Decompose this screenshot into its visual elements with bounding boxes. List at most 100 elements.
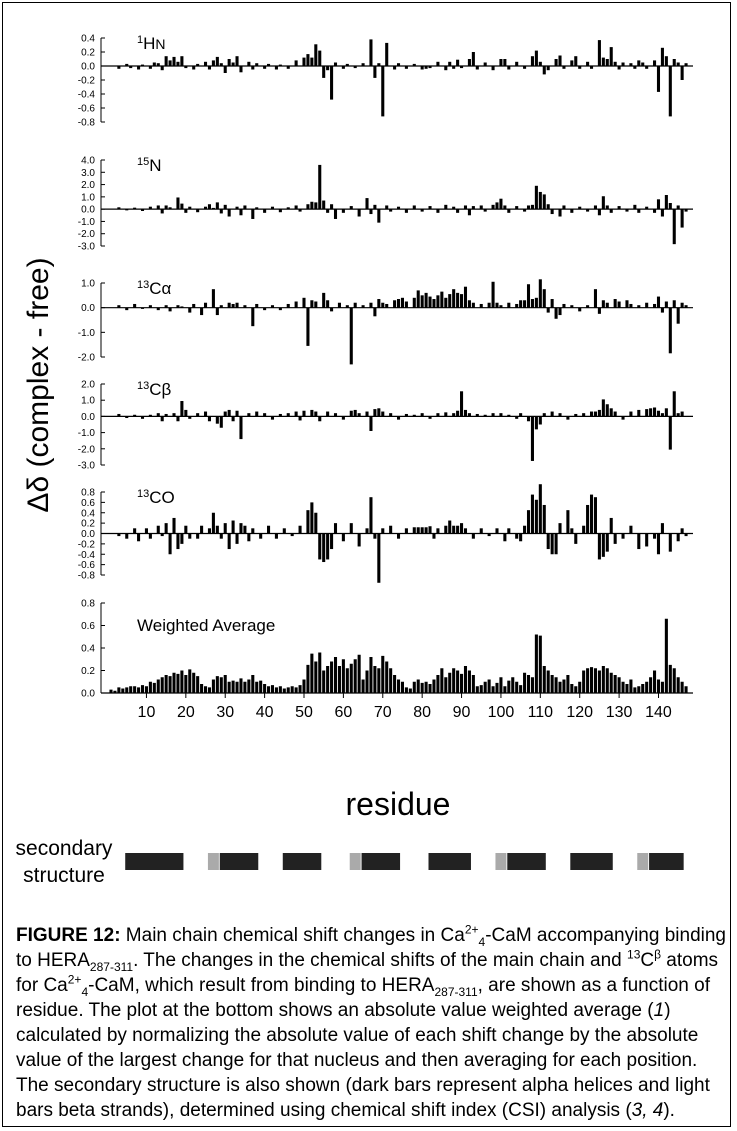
bar-CB-145 bbox=[676, 413, 680, 417]
bar-CA-69 bbox=[377, 299, 381, 308]
bar-N-100 bbox=[499, 198, 503, 210]
bar-HN-76 bbox=[404, 66, 408, 69]
bar-N-116 bbox=[562, 205, 566, 210]
caption-subscript: 4 bbox=[478, 934, 486, 949]
bar-N-19 bbox=[180, 203, 184, 210]
bar-N-54 bbox=[318, 164, 322, 210]
bar-N-145 bbox=[676, 205, 680, 210]
bar-N-5 bbox=[125, 209, 129, 211]
y-tick-label: -1.0 bbox=[78, 328, 96, 339]
y-tick-label: 1.0 bbox=[81, 192, 95, 203]
bar-WA-95 bbox=[479, 685, 483, 694]
bar-WA-139 bbox=[653, 670, 657, 693]
bar-N-46 bbox=[286, 207, 290, 210]
helix-bar bbox=[428, 853, 471, 870]
bar-WA-140 bbox=[656, 679, 661, 693]
bar-N-18 bbox=[176, 197, 180, 210]
panel-HN: 0.4 0.2 0.0 -0.2 -0.4 -0.6 -0.8 1HN bbox=[78, 34, 693, 129]
bar-HN-46 bbox=[286, 66, 290, 69]
bar-WA-108 bbox=[530, 677, 534, 693]
bar-WA-29 bbox=[219, 677, 223, 693]
secondary-structure-label-line2: structure bbox=[23, 864, 105, 887]
bar-HN-26 bbox=[207, 66, 211, 70]
bar-N-33 bbox=[235, 206, 239, 210]
bar-N-147 bbox=[684, 209, 688, 212]
bar-N-60 bbox=[341, 209, 345, 213]
bar-CO-70 bbox=[381, 528, 385, 534]
bar-CA-144 bbox=[672, 300, 676, 308]
bar-HN-90 bbox=[460, 66, 464, 69]
bar-CB-56 bbox=[326, 411, 330, 417]
bar-WA-142 bbox=[664, 618, 668, 693]
bar-HN-20 bbox=[184, 66, 188, 69]
bar-N-78 bbox=[412, 205, 416, 210]
bar-HN-29 bbox=[219, 63, 223, 66]
bar-N-141 bbox=[660, 209, 664, 217]
bar-WA-128 bbox=[609, 672, 613, 693]
bar-CO-10 bbox=[144, 528, 148, 534]
y-tick-label: 0.2 bbox=[81, 519, 95, 530]
bar-WA-60 bbox=[341, 659, 345, 693]
bar-CO-122 bbox=[586, 504, 590, 534]
bar-HN-74 bbox=[396, 63, 401, 66]
bar-WA-35 bbox=[243, 681, 247, 693]
bar-WA-109 bbox=[534, 634, 538, 693]
bar-CA-130 bbox=[617, 301, 621, 308]
caption-superscript: 13 bbox=[627, 947, 641, 962]
bar-CO-72 bbox=[389, 525, 393, 534]
bar-CB-46 bbox=[286, 413, 290, 417]
bar-WA-100 bbox=[499, 677, 503, 693]
bar-CB-127 bbox=[605, 404, 609, 417]
bar-N-99 bbox=[495, 202, 499, 210]
bar-CA-98 bbox=[491, 281, 495, 308]
bar-CO-43 bbox=[274, 533, 278, 539]
panel-label-prefix: 13 bbox=[137, 380, 149, 392]
bar-HN-3 bbox=[117, 66, 121, 69]
bar-CB-104 bbox=[515, 416, 519, 419]
bar-HN-16 bbox=[168, 60, 172, 66]
bar-CA-55 bbox=[322, 292, 326, 308]
bar-CA-113 bbox=[550, 299, 554, 308]
bar-WA-134 bbox=[633, 687, 637, 694]
bar-CA-89 bbox=[456, 292, 460, 308]
x-tick-label: 10 bbox=[138, 704, 156, 721]
bar-N-146 bbox=[680, 209, 684, 228]
bar-CO-53 bbox=[314, 512, 318, 534]
bar-CO-113 bbox=[550, 533, 554, 555]
bar-CO-111 bbox=[542, 504, 546, 534]
bar-WA-122 bbox=[586, 668, 590, 693]
caption-superscript: 2+ bbox=[67, 972, 82, 987]
bar-CB-128 bbox=[609, 408, 613, 417]
y-tick-label: 0.8 bbox=[81, 488, 95, 499]
bar-N-86 bbox=[444, 204, 448, 210]
bar-WA-4 bbox=[121, 688, 125, 693]
bar-WA-32 bbox=[231, 680, 235, 694]
bar-N-125 bbox=[597, 209, 601, 216]
bar-CA-129 bbox=[613, 299, 617, 308]
bar-CB-21 bbox=[188, 416, 192, 419]
bar-CB-13 bbox=[156, 413, 160, 417]
bar-HN-82 bbox=[428, 66, 432, 69]
bar-CA-80 bbox=[420, 295, 424, 308]
bar-WA-94 bbox=[475, 686, 479, 693]
chemical-shift-chart: Δδ (complex - free) 0.40.20.0-0.2-0.4-0.… bbox=[16, 34, 693, 887]
bar-WA-76 bbox=[404, 687, 408, 694]
bar-WA-71 bbox=[385, 661, 389, 693]
bar-CO-74 bbox=[396, 533, 401, 539]
bar-CA-19 bbox=[180, 306, 184, 308]
bar-CO-123 bbox=[589, 494, 594, 534]
bar-CA-62 bbox=[349, 307, 353, 365]
y-tick-label: 2.0 bbox=[81, 180, 95, 191]
bar-WA-22 bbox=[192, 672, 196, 693]
bar-CA-108 bbox=[530, 299, 534, 308]
bar-HN-6 bbox=[129, 66, 133, 69]
bar-WA-115 bbox=[558, 681, 562, 693]
bar-CA-90 bbox=[460, 294, 464, 308]
bar-CB-91 bbox=[463, 409, 468, 417]
bar-WA-36 bbox=[247, 679, 251, 693]
bar-WA-87 bbox=[448, 672, 452, 693]
bar-HN-27 bbox=[211, 60, 215, 66]
bar-CA-28 bbox=[215, 307, 219, 316]
bar-CB-18 bbox=[176, 416, 180, 422]
bar-HN-93 bbox=[471, 52, 475, 66]
